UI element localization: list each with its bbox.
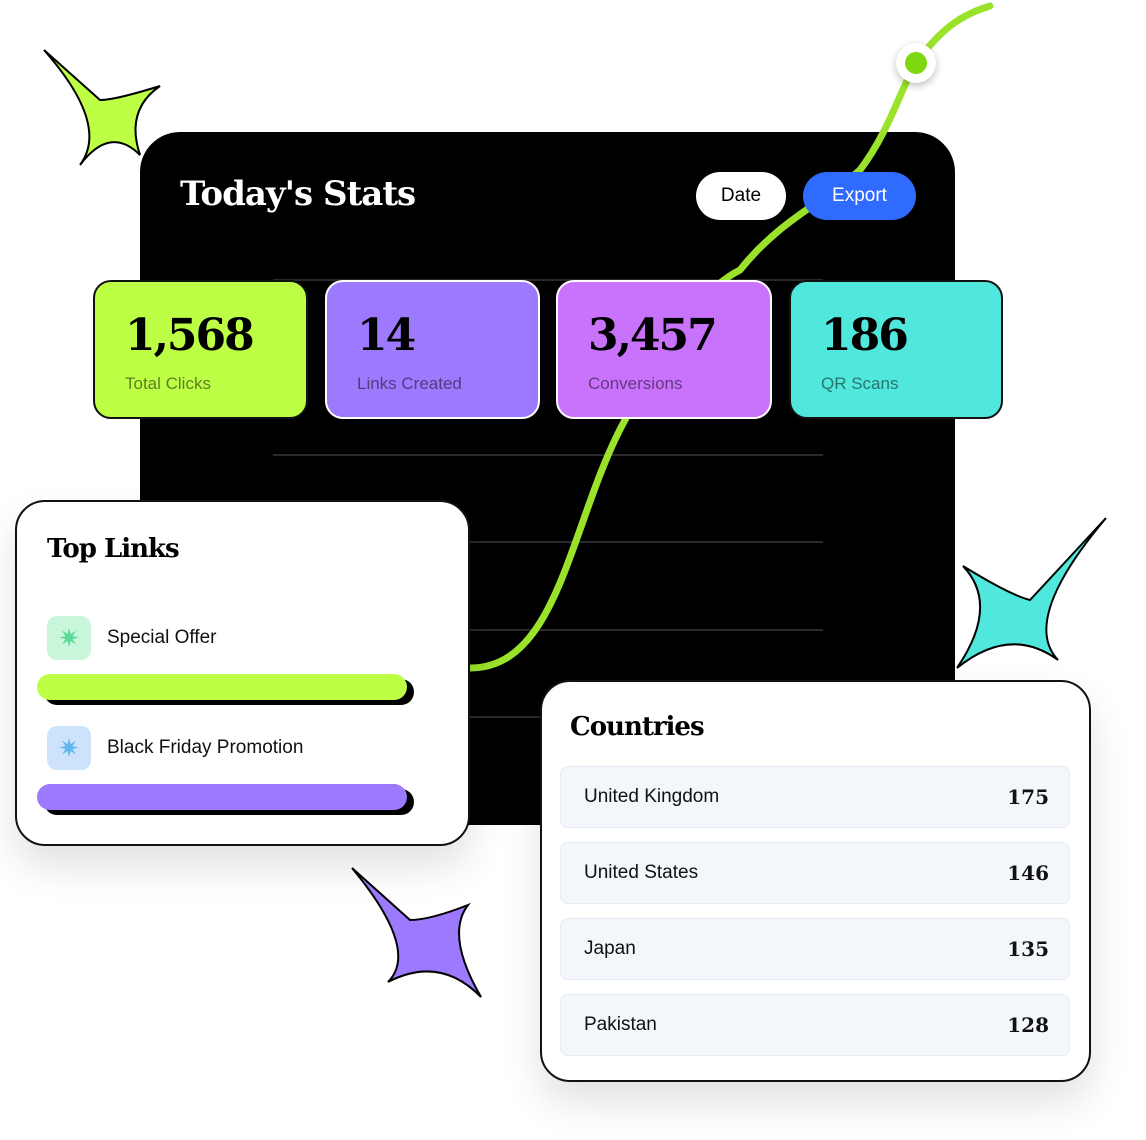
- stat-card-qr-scans: 186 QR Scans: [789, 280, 1003, 419]
- country-name: United Kingdom: [584, 786, 720, 807]
- country-value: 135: [1007, 937, 1049, 961]
- export-button[interactable]: Export: [803, 172, 916, 220]
- stat-value: 1,568: [125, 310, 255, 361]
- page-title: Today's Stats: [180, 174, 416, 214]
- grid-line: [273, 454, 823, 456]
- country-value: 128: [1007, 1013, 1049, 1037]
- link-item-black-friday[interactable]: ✷ Black Friday Promotion: [47, 726, 303, 770]
- stat-value: 3,457: [588, 310, 718, 361]
- grid-line: [273, 629, 823, 631]
- sparkle-lime-icon: [43, 49, 161, 166]
- top-links-card: Top Links ✷ Special Offer ✷ Black Friday…: [15, 500, 470, 846]
- stat-label: Links Created: [357, 374, 462, 393]
- country-row: United States 146: [560, 842, 1070, 904]
- country-value: 146: [1007, 861, 1049, 885]
- link-item-special-offer[interactable]: ✷ Special Offer: [47, 616, 216, 660]
- stat-card-links-created: 14 Links Created: [325, 280, 540, 419]
- country-name: United States: [584, 862, 699, 883]
- stat-value: 186: [821, 310, 909, 361]
- country-row: Japan 135: [560, 918, 1070, 980]
- link-bar: [37, 674, 407, 700]
- link-label: Special Offer: [107, 627, 217, 648]
- country-value: 175: [1007, 785, 1049, 809]
- link-label: Black Friday Promotion: [107, 737, 304, 758]
- grid-line: [273, 279, 823, 281]
- link-bar: [37, 784, 407, 810]
- stat-label: Conversions: [588, 374, 683, 393]
- stat-value: 14: [357, 310, 416, 361]
- grid-line: [273, 541, 823, 543]
- sparkle-purple-icon: [351, 867, 482, 998]
- country-row: Pakistan 128: [560, 994, 1070, 1056]
- stat-label: QR Scans: [821, 374, 899, 393]
- stat-card-total-clicks: 1,568 Total Clicks: [93, 280, 308, 419]
- sparkle-teal-icon: [956, 517, 1107, 669]
- sparkle-icon: ✷: [47, 726, 91, 770]
- country-name: Pakistan: [584, 1014, 657, 1035]
- date-button[interactable]: Date: [696, 172, 786, 220]
- sparkle-icon: ✷: [47, 616, 91, 660]
- top-links-title: Top Links: [47, 534, 180, 564]
- country-row: United Kingdom 175: [560, 766, 1070, 828]
- stat-label: Total Clicks: [125, 374, 211, 393]
- country-name: Japan: [584, 938, 636, 959]
- stat-card-conversions: 3,457 Conversions: [556, 280, 772, 419]
- countries-title: Countries: [570, 712, 705, 742]
